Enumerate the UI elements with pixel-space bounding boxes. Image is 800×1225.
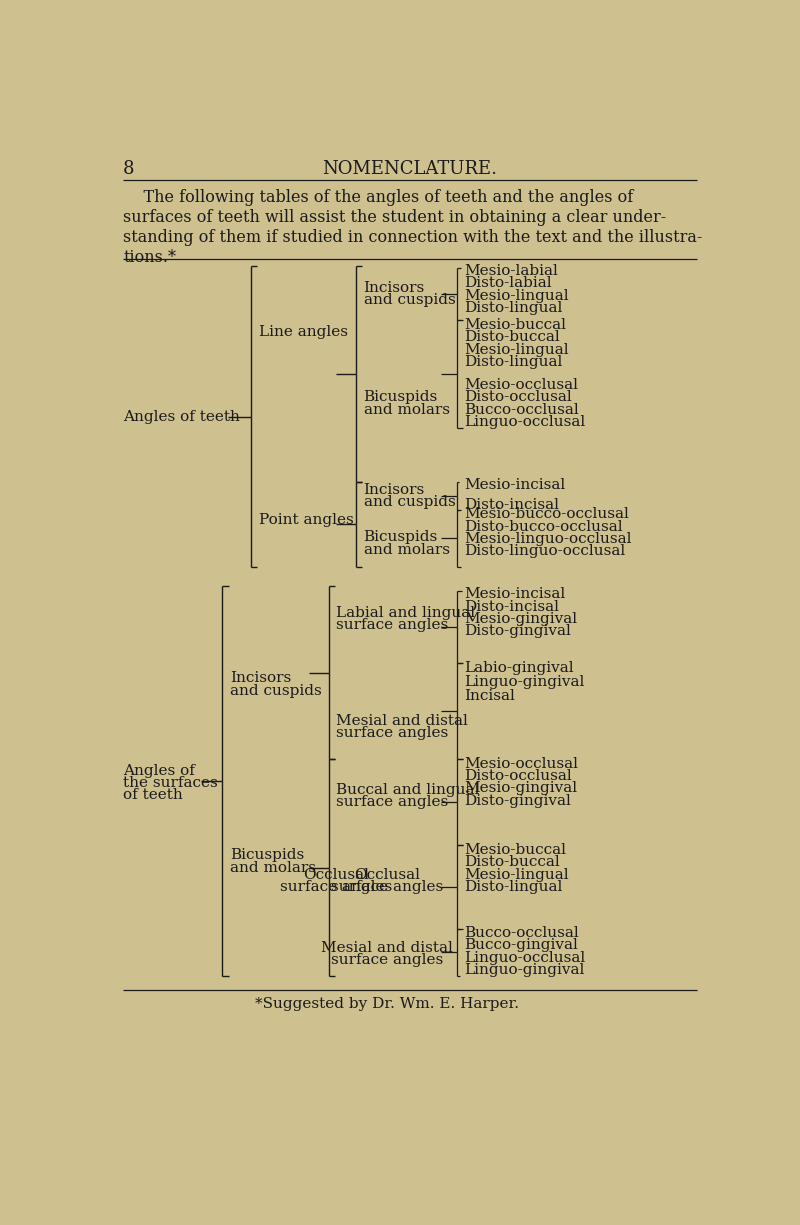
Text: of teeth: of teeth — [123, 789, 183, 802]
Text: surface angles: surface angles — [336, 619, 449, 632]
Text: Incisors: Incisors — [363, 483, 425, 496]
Text: Mesio-linguo-occlusal: Mesio-linguo-occlusal — [464, 532, 632, 546]
Text: Linguo-occlusal: Linguo-occlusal — [464, 951, 586, 965]
Text: Disto-linguo-occlusal: Disto-linguo-occlusal — [464, 544, 626, 559]
Text: Mesio-labial: Mesio-labial — [464, 263, 558, 278]
Text: Labio-gingival: Labio-gingival — [464, 662, 574, 675]
Text: Bicuspids: Bicuspids — [230, 849, 305, 862]
Text: Bucco-occlusal: Bucco-occlusal — [464, 926, 579, 940]
Text: Disto-incisal: Disto-incisal — [464, 499, 559, 512]
Text: Mesio-incisal: Mesio-incisal — [464, 587, 566, 601]
Text: surface angles: surface angles — [336, 726, 449, 740]
Text: Disto-occlusal: Disto-occlusal — [464, 391, 572, 404]
Text: Disto-lingual: Disto-lingual — [464, 880, 562, 894]
Text: and molars: and molars — [363, 403, 450, 417]
Text: The following tables of the angles of teeth and the angles of: The following tables of the angles of te… — [123, 189, 634, 206]
Text: standing of them if studied in connection with the text and the illustra-: standing of them if studied in connectio… — [123, 229, 702, 245]
Text: Angles of: Angles of — [123, 763, 195, 778]
Text: surface angles: surface angles — [330, 953, 443, 967]
Text: Mesio-lingual: Mesio-lingual — [464, 867, 569, 882]
Text: Disto-buccal: Disto-buccal — [464, 331, 560, 344]
Text: Mesio-incisal: Mesio-incisal — [464, 478, 566, 492]
Text: Angles of teeth: Angles of teeth — [123, 409, 240, 424]
Text: NOMENCLATURE.: NOMENCLATURE. — [322, 160, 498, 179]
Text: Mesial and distal: Mesial and distal — [336, 714, 468, 728]
Text: Incisal: Incisal — [464, 688, 515, 703]
Text: Disto-labial: Disto-labial — [464, 277, 552, 290]
Text: Disto-lingual: Disto-lingual — [464, 301, 562, 315]
Text: Occlusal: Occlusal — [354, 867, 420, 882]
Text: *Suggested by Dr. Wm. E. Harper.: *Suggested by Dr. Wm. E. Harper. — [255, 997, 519, 1011]
Text: Disto-incisal: Disto-incisal — [464, 600, 559, 614]
Text: surface angles: surface angles — [336, 795, 449, 810]
Text: the surfaces: the surfaces — [123, 775, 218, 790]
Text: and cuspids: and cuspids — [363, 495, 455, 508]
Text: Bicuspids: Bicuspids — [363, 391, 438, 404]
Text: Mesio-buccal: Mesio-buccal — [464, 843, 566, 858]
Text: Disto-bucco-occlusal: Disto-bucco-occlusal — [464, 519, 623, 534]
Text: Bucco-gingival: Bucco-gingival — [464, 938, 578, 953]
Text: Mesio-bucco-occlusal: Mesio-bucco-occlusal — [464, 507, 629, 522]
Text: Mesio-gingival: Mesio-gingival — [464, 612, 578, 626]
Text: Linguo-gingival: Linguo-gingival — [464, 675, 585, 690]
Text: Disto-buccal: Disto-buccal — [464, 855, 560, 870]
Text: Mesio-lingual: Mesio-lingual — [464, 289, 569, 303]
Text: Mesial and distal: Mesial and distal — [321, 941, 453, 954]
Text: Linguo-occlusal: Linguo-occlusal — [464, 415, 586, 429]
Text: Mesio-occlusal: Mesio-occlusal — [464, 757, 578, 771]
Text: Point angles: Point angles — [259, 513, 354, 528]
Text: Incisors: Incisors — [230, 671, 291, 685]
Text: and molars: and molars — [363, 543, 450, 556]
Text: Mesio-lingual: Mesio-lingual — [464, 343, 569, 356]
Text: Incisors: Incisors — [363, 281, 425, 295]
Text: Disto-gingival: Disto-gingival — [464, 794, 571, 807]
Text: Disto-lingual: Disto-lingual — [464, 355, 562, 369]
Text: tions.*: tions.* — [123, 249, 176, 266]
Text: Linguo-gingival: Linguo-gingival — [464, 963, 585, 978]
Text: surface angles: surface angles — [280, 880, 393, 894]
Text: and molars: and molars — [230, 861, 316, 875]
Text: Line angles: Line angles — [259, 325, 348, 339]
Text: and cuspids: and cuspids — [230, 684, 322, 697]
Text: Occlusal: Occlusal — [303, 867, 370, 882]
Text: Mesio-buccal: Mesio-buccal — [464, 317, 566, 332]
Text: Disto-occlusal: Disto-occlusal — [464, 769, 572, 783]
Text: Disto-gingival: Disto-gingival — [464, 625, 571, 638]
Text: Buccal and lingual: Buccal and lingual — [336, 783, 480, 797]
Text: Bucco-occlusal: Bucco-occlusal — [464, 403, 579, 417]
Text: Bicuspids: Bicuspids — [363, 530, 438, 544]
Text: 8: 8 — [123, 160, 134, 179]
Text: Mesio-occlusal: Mesio-occlusal — [464, 379, 578, 392]
Text: Mesio-gingival: Mesio-gingival — [464, 782, 578, 795]
Text: Labial and lingual: Labial and lingual — [336, 606, 475, 620]
Text: surfaces of teeth will assist the student in obtaining a clear under-: surfaces of teeth will assist the studen… — [123, 208, 666, 225]
Text: and cuspids: and cuspids — [363, 293, 455, 307]
Text: surface angles: surface angles — [330, 880, 443, 894]
